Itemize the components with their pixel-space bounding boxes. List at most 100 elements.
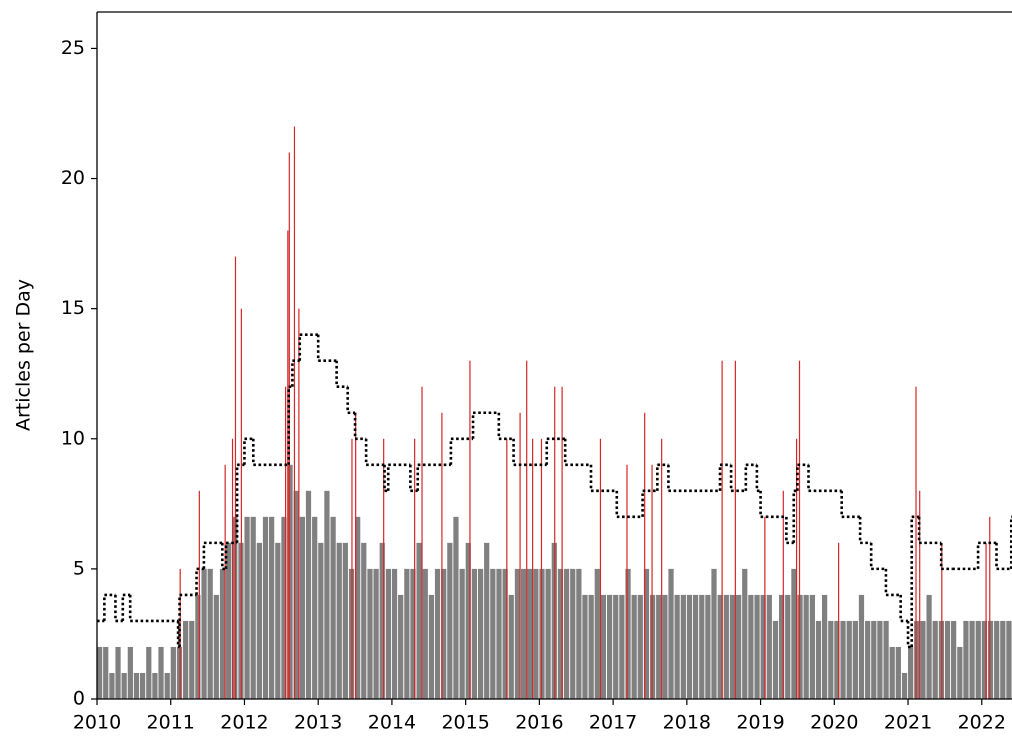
bar xyxy=(391,568,398,699)
bar xyxy=(582,594,588,699)
bar xyxy=(969,620,975,699)
bar xyxy=(951,620,957,699)
bar xyxy=(809,594,815,699)
spike xyxy=(293,126,296,699)
bar xyxy=(588,594,594,699)
bar xyxy=(680,594,686,699)
spike xyxy=(919,490,921,699)
spike xyxy=(383,438,385,699)
bar xyxy=(465,542,471,699)
y-tick-label: 25 xyxy=(61,37,85,59)
bar xyxy=(428,594,435,699)
spike xyxy=(240,308,242,699)
spike xyxy=(554,386,556,699)
bar xyxy=(404,568,410,699)
x-tick-label: 2021 xyxy=(884,712,932,734)
spike xyxy=(532,438,534,699)
bar xyxy=(213,594,219,699)
spike xyxy=(288,152,290,700)
bar xyxy=(852,620,858,699)
spike xyxy=(915,386,917,699)
x-tick-label: 2010 xyxy=(73,712,121,734)
bar xyxy=(686,594,693,699)
bar xyxy=(846,620,852,699)
bar xyxy=(705,594,711,699)
spike xyxy=(298,308,300,699)
bar xyxy=(287,464,293,699)
bar xyxy=(914,620,920,699)
bar xyxy=(312,516,318,699)
bar xyxy=(729,594,736,699)
bar xyxy=(441,568,447,699)
bar xyxy=(779,594,785,699)
y-tick-label: 15 xyxy=(61,297,85,319)
bar xyxy=(766,594,772,699)
bar xyxy=(803,594,809,699)
bar xyxy=(662,594,668,699)
bar xyxy=(250,516,256,699)
spike xyxy=(355,412,357,699)
bar xyxy=(545,568,551,699)
bar xyxy=(576,568,582,699)
spike xyxy=(526,360,528,699)
bar xyxy=(416,542,422,699)
bar xyxy=(877,620,883,699)
bar xyxy=(975,620,981,699)
bar xyxy=(527,568,533,699)
bar xyxy=(318,542,324,699)
bar xyxy=(398,594,404,699)
spike xyxy=(234,256,237,699)
y-tick-label: 0 xyxy=(73,688,85,710)
bar xyxy=(453,516,459,699)
spike xyxy=(414,438,416,699)
bar xyxy=(379,542,385,699)
bar xyxy=(563,568,570,699)
bar xyxy=(840,620,846,699)
bar xyxy=(748,594,754,699)
bar xyxy=(858,594,865,699)
bar xyxy=(133,672,140,699)
bar xyxy=(606,594,613,699)
bar xyxy=(115,646,121,699)
bar xyxy=(269,516,275,699)
y-tick-label: 20 xyxy=(61,167,85,189)
bar xyxy=(324,490,330,699)
bar xyxy=(219,568,226,699)
bar xyxy=(834,620,840,699)
bar xyxy=(355,516,361,699)
bar xyxy=(158,646,164,699)
bar xyxy=(520,568,527,699)
spike xyxy=(795,438,798,699)
x-tick-label: 2012 xyxy=(220,712,268,734)
bar xyxy=(183,620,189,699)
bar xyxy=(889,646,895,699)
bar xyxy=(987,620,994,699)
bar xyxy=(600,594,607,699)
y-axis-label: Articles per Day xyxy=(13,279,35,431)
bar xyxy=(994,620,1000,699)
bar xyxy=(109,672,115,699)
spike xyxy=(519,412,521,699)
bar xyxy=(477,568,484,699)
bar xyxy=(459,568,465,699)
x-tick-label: 2020 xyxy=(810,712,858,734)
spike xyxy=(764,516,766,699)
bar xyxy=(631,594,637,699)
bar xyxy=(674,594,680,699)
bar xyxy=(207,568,213,699)
bar xyxy=(139,672,146,699)
bar xyxy=(828,620,834,699)
bar xyxy=(262,516,269,699)
bar xyxy=(127,646,133,699)
bar xyxy=(490,568,496,699)
spike xyxy=(644,412,646,699)
spike xyxy=(421,386,423,699)
bar xyxy=(772,620,779,699)
bar xyxy=(164,672,170,699)
spike xyxy=(941,542,943,699)
bar xyxy=(103,646,109,699)
spike xyxy=(626,464,628,699)
bar xyxy=(944,620,951,699)
bar xyxy=(422,568,428,699)
